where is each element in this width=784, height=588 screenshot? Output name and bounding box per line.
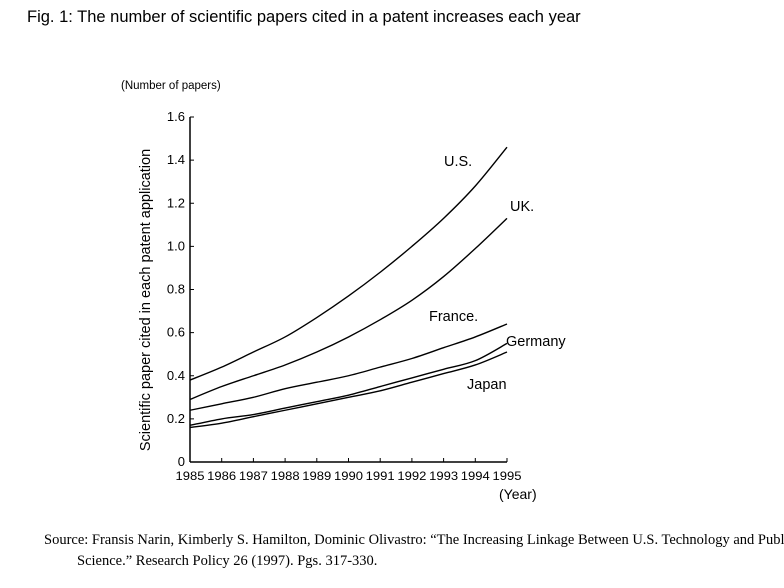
series-label-uk: UK. bbox=[510, 199, 534, 215]
x-tick-label: 1987 bbox=[239, 469, 268, 483]
y-tick-label: 0.2 bbox=[167, 411, 185, 426]
x-tick-label: 1992 bbox=[397, 469, 426, 483]
series-line-u-s bbox=[189, 146, 508, 381]
chart-lines bbox=[189, 146, 508, 429]
figure-title: Fig. 1: The number of scientific papers … bbox=[27, 8, 581, 26]
y-tick-label: 1.4 bbox=[167, 152, 185, 167]
x-tick-label: 1986 bbox=[207, 469, 236, 483]
series-line-france bbox=[189, 323, 508, 411]
series-label-france: France. bbox=[429, 309, 478, 325]
series-line-germany bbox=[189, 342, 508, 427]
x-tick-label: 1991 bbox=[366, 469, 395, 483]
series-label-u-s: U.S. bbox=[444, 154, 472, 170]
x-tick-label: 1985 bbox=[176, 469, 205, 483]
source-citation: Source: Fransis Narin, Kimberly S. Hamil… bbox=[44, 532, 784, 569]
y-tick-label: 1.0 bbox=[167, 238, 185, 253]
y-unit-label: (Number of papers) bbox=[121, 80, 221, 92]
y-tick-label: 0.8 bbox=[167, 282, 185, 297]
x-tick-label: 1990 bbox=[334, 469, 363, 483]
y-tick-label: 0.4 bbox=[167, 368, 185, 383]
series-line-uk bbox=[189, 217, 508, 401]
y-tick-label: 0 bbox=[178, 454, 185, 469]
y-axis-label: Scientific paper cited in each patent ap… bbox=[138, 149, 154, 451]
x-tick-label: 1995 bbox=[493, 469, 522, 483]
y-tick-label: 1.6 bbox=[167, 109, 185, 124]
series-line-japan bbox=[189, 351, 508, 429]
x-tick-label: 1993 bbox=[429, 469, 458, 483]
y-tick-label: 1.2 bbox=[167, 195, 185, 210]
chart-series-labels: U.S. UK. France. Germany Japan bbox=[429, 154, 566, 393]
y-tick-label: 0.6 bbox=[167, 325, 185, 340]
x-axis-label: (Year) bbox=[499, 486, 537, 502]
x-tick-label: 1989 bbox=[302, 469, 331, 483]
series-label-germany: Germany bbox=[506, 334, 566, 350]
x-tick-label: 1988 bbox=[271, 469, 300, 483]
x-tick-label: 1994 bbox=[461, 469, 490, 483]
series-label-japan: Japan bbox=[467, 377, 507, 393]
